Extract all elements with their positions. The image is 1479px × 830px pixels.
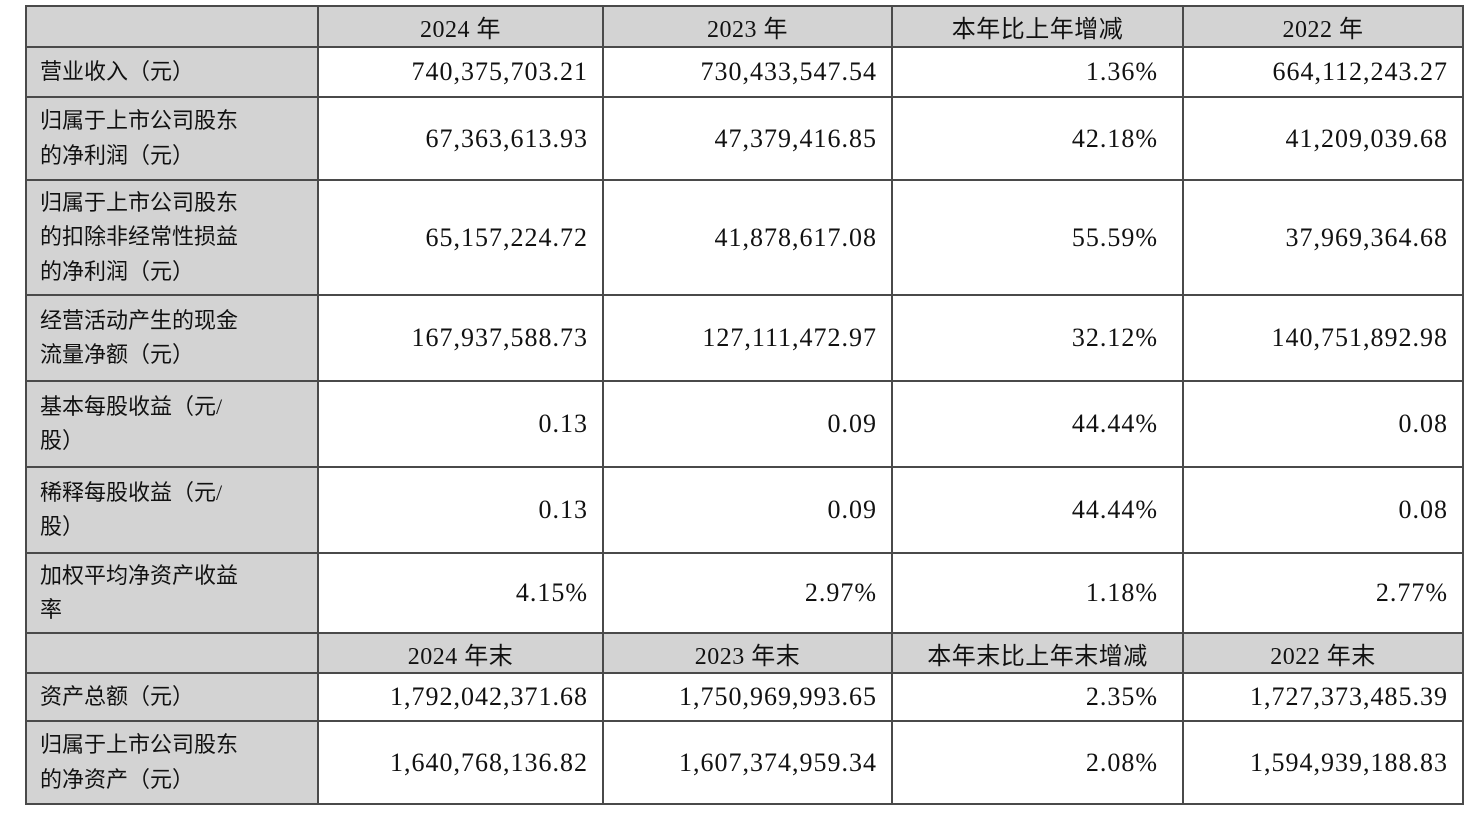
header-2024: 2024 年 [317, 5, 604, 48]
cell-deducted-net-profit-2022: 37,969,364.68 [1182, 179, 1464, 296]
cell-net-profit-2022: 41,209,039.68 [1182, 96, 1464, 181]
cell-net-assets-2022: 1,594,939,188.83 [1182, 720, 1464, 805]
row-label-operating-cash-flow: 经营活动产生的现金 流量净额（元） [25, 294, 319, 382]
cell-net-profit-2023: 47,379,416.85 [602, 96, 893, 181]
row-label-basic-eps: 基本每股收益（元/ 股） [25, 380, 319, 468]
cell-deducted-net-profit-change: 55.59% [891, 179, 1184, 296]
header-2023-year-end: 2023 年末 [602, 632, 893, 674]
cell-deducted-net-profit-2023: 41,878,617.08 [602, 179, 893, 296]
cell-revenue-2022: 664,112,243.27 [1182, 46, 1464, 98]
cell-diluted-eps-2023: 0.09 [602, 466, 893, 554]
table-row: 归属于上市公司股东 的净利润（元） 67,363,613.93 47,379,4… [25, 96, 1464, 181]
table-header-row-annual: 2024 年 2023 年 本年比上年增减 2022 年 [25, 5, 1464, 48]
cell-diluted-eps-2024: 0.13 [317, 466, 604, 554]
cell-basic-eps-2023: 0.09 [602, 380, 893, 468]
table-row: 稀释每股收益（元/ 股） 0.13 0.09 44.44% 0.08 [25, 466, 1464, 554]
cell-weighted-roe-2024: 4.15% [317, 552, 604, 634]
cell-revenue-change: 1.36% [891, 46, 1184, 98]
row-label-total-assets: 资产总额（元） [25, 672, 319, 722]
cell-net-assets-2023: 1,607,374,959.34 [602, 720, 893, 805]
cell-revenue-2024: 740,375,703.21 [317, 46, 604, 98]
cell-weighted-roe-2022: 2.77% [1182, 552, 1464, 634]
cell-basic-eps-2024: 0.13 [317, 380, 604, 468]
cell-operating-cash-flow-change: 32.12% [891, 294, 1184, 382]
row-label-deducted-net-profit: 归属于上市公司股东 的扣除非经常性损益 的净利润（元） [25, 179, 319, 296]
cell-deducted-net-profit-2024: 65,157,224.72 [317, 179, 604, 296]
cell-total-assets-2022: 1,727,373,485.39 [1182, 672, 1464, 722]
cell-total-assets-2023: 1,750,969,993.65 [602, 672, 893, 722]
cell-basic-eps-2022: 0.08 [1182, 380, 1464, 468]
table-row: 归属于上市公司股东 的净资产（元） 1,640,768,136.82 1,607… [25, 720, 1464, 805]
header-2022-year-end: 2022 年末 [1182, 632, 1464, 674]
cell-net-assets-change: 2.08% [891, 720, 1184, 805]
cell-operating-cash-flow-2024: 167,937,588.73 [317, 294, 604, 382]
cell-net-profit-2024: 67,363,613.93 [317, 96, 604, 181]
table-row: 归属于上市公司股东 的扣除非经常性损益 的净利润（元） 65,157,224.7… [25, 179, 1464, 296]
cell-diluted-eps-change: 44.44% [891, 466, 1184, 554]
table-row: 基本每股收益（元/ 股） 0.13 0.09 44.44% 0.08 [25, 380, 1464, 468]
cell-weighted-roe-change: 1.18% [891, 552, 1184, 634]
cell-diluted-eps-2022: 0.08 [1182, 466, 1464, 554]
cell-operating-cash-flow-2022: 140,751,892.98 [1182, 294, 1464, 382]
header-2022: 2022 年 [1182, 5, 1464, 48]
cell-revenue-2023: 730,433,547.54 [602, 46, 893, 98]
table-row: 经营活动产生的现金 流量净额（元） 167,937,588.73 127,111… [25, 294, 1464, 382]
table-row: 资产总额（元） 1,792,042,371.68 1,750,969,993.6… [25, 672, 1464, 722]
row-label-diluted-eps: 稀释每股收益（元/ 股） [25, 466, 319, 554]
header-2024-year-end: 2024 年末 [317, 632, 604, 674]
header-blank-cell [25, 632, 319, 674]
cell-total-assets-change: 2.35% [891, 672, 1184, 722]
cell-net-assets-2024: 1,640,768,136.82 [317, 720, 604, 805]
cell-total-assets-2024: 1,792,042,371.68 [317, 672, 604, 722]
header-blank-cell [25, 5, 319, 48]
cell-basic-eps-change: 44.44% [891, 380, 1184, 468]
header-yoy-change: 本年比上年增减 [891, 5, 1184, 48]
financial-summary: 2024 年 2023 年 本年比上年增减 2022 年 营业收入（元） 740… [25, 5, 1479, 805]
table-row: 加权平均净资产收益 率 4.15% 2.97% 1.18% 2.77% [25, 552, 1464, 634]
row-label-net-assets: 归属于上市公司股东 的净资产（元） [25, 720, 319, 805]
header-year-end-change: 本年末比上年末增减 [891, 632, 1184, 674]
cell-operating-cash-flow-2023: 127,111,472.97 [602, 294, 893, 382]
cell-weighted-roe-2023: 2.97% [602, 552, 893, 634]
row-label-revenue: 营业收入（元） [25, 46, 319, 98]
cell-net-profit-change: 42.18% [891, 96, 1184, 181]
row-label-weighted-roe: 加权平均净资产收益 率 [25, 552, 319, 634]
financial-summary-table: 2024 年 2023 年 本年比上年增减 2022 年 营业收入（元） 740… [25, 5, 1464, 805]
table-header-row-year-end: 2024 年末 2023 年末 本年末比上年末增减 2022 年末 [25, 632, 1464, 674]
header-2023: 2023 年 [602, 5, 893, 48]
row-label-net-profit: 归属于上市公司股东 的净利润（元） [25, 96, 319, 181]
table-row: 营业收入（元） 740,375,703.21 730,433,547.54 1.… [25, 46, 1464, 98]
